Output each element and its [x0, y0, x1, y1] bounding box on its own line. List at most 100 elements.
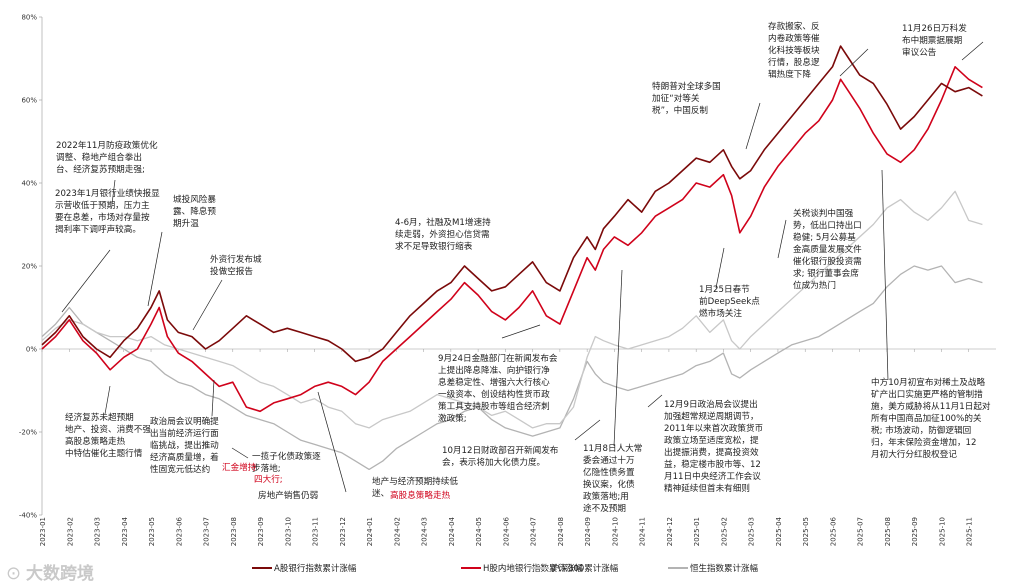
leader-line	[839, 48, 869, 77]
annotation-line: 示营收低于预期，压力主	[55, 199, 150, 211]
annotation-line: 税”，中国反制	[652, 104, 708, 116]
annotation-line: 亿隐性债务置	[583, 466, 635, 478]
x-tick-label: 2025-03	[748, 517, 756, 546]
annotation-line: 换议案，化债	[583, 478, 635, 490]
x-tick-label: 2025-10	[938, 517, 946, 546]
watermark-icon: ⊙	[6, 563, 21, 584]
x-tick-label: 2024-04	[448, 516, 456, 546]
annotation-line: 委会通过十万	[583, 454, 635, 466]
annotation-line: 地产、投资、消费不强	[65, 423, 151, 435]
leader-line	[961, 41, 984, 61]
annotation-line: 4-6月，社融及M1增速持	[395, 216, 491, 228]
annotation-line: 审议公告	[902, 46, 937, 58]
x-tick-label: 2025-09	[911, 517, 919, 546]
annotation-line: 中方10月初宣布对稀土及战略	[871, 376, 985, 388]
annotation-line: 12月9日政治局会议提出	[664, 398, 758, 410]
annotation-line: 矿产出口实施更严格的管制措	[871, 388, 983, 400]
annotation-line: 益，稳定楼市股市等、12	[664, 458, 761, 470]
x-tick-label: 2023-07	[203, 517, 211, 546]
annotation-line: 政治局会议明确提	[150, 415, 219, 427]
x-tick-label: 2024-03	[421, 517, 429, 546]
legend-item-2: 沪深300累计涨幅	[529, 563, 619, 574]
leader-line	[777, 219, 787, 259]
leader-line	[147, 231, 163, 307]
y-tick-label: -40%	[19, 512, 37, 520]
annotation-line: 迷、	[372, 487, 389, 499]
axes: 80% 60% 40% 20% 0% -20% -40%2023-01 2023-02 2023…	[19, 14, 996, 546]
annotation-line: 上提出降息降准、向护银行净	[438, 364, 550, 376]
annotation-line: 临挑战，提出推动	[150, 439, 219, 451]
annotation-line: 归，年末保险资金增加，12	[871, 436, 976, 448]
annotation-line: 9月24日金融部门在新闻发布会	[438, 352, 558, 364]
annotation-line: 房地产销售仍弱	[258, 489, 318, 501]
y-tick-label: 60%	[21, 97, 37, 105]
annotation-line: 燃市场关注	[699, 307, 742, 319]
x-tick-label: 2025-05	[802, 517, 810, 546]
x-tick-label: 2024-05	[475, 517, 483, 546]
leader-line	[317, 391, 347, 493]
leader-line	[104, 385, 111, 415]
annotation-line: 一级资本、创设结构性货币政	[438, 388, 550, 400]
y-tick-label: -20%	[19, 429, 37, 437]
leader-line	[745, 102, 761, 150]
annotation-line: 息差稳定性、增强六大行核心	[438, 376, 550, 388]
x-tick-label: 2024-12	[666, 517, 674, 546]
x-tick-label: 2024-10	[611, 517, 619, 546]
x-tick-label: 2023-10	[284, 517, 292, 546]
annotation-23: 中方10月初宣布对稀土及战略矿产出口实施更严格的管制措施，美方威胁将从11月1日…	[871, 376, 991, 460]
x-tick-label: 2025-06	[829, 516, 837, 546]
annotation-line: 内卷政策等催	[768, 32, 820, 44]
x-tick-label: 2025-08	[884, 517, 892, 546]
annotation-line: 要在息差，市场对存量按	[55, 211, 150, 223]
annotation-line: 金高质量发展文件	[793, 243, 862, 255]
leader-line	[613, 269, 623, 447]
annotation-line: 四大行;	[254, 473, 283, 485]
series-line-1	[41, 66, 983, 413]
legend-label: A股银行指数累计涨幅	[274, 563, 357, 574]
annotation-line: 出提振消费，提高投资效	[664, 446, 759, 458]
annotation-line: 10月12日财政部召开新闻发布	[442, 444, 559, 456]
x-tick-label: 2024-11	[639, 517, 647, 546]
annotation-line: 求; 银行董事会席	[793, 267, 859, 279]
watermark: ⊙ 大数跨境	[6, 563, 94, 584]
x-tick-label: 2023-02	[66, 517, 74, 546]
x-tick-label: 2023-03	[94, 517, 102, 546]
annotation-line: 台、经济复苏预期走强;	[56, 163, 145, 175]
annotation-8: 四大行;	[254, 473, 283, 485]
series-line-3	[41, 265, 983, 471]
annotation-line: 加强超常规逆周期调节，	[664, 410, 759, 422]
x-tick-label: 2024-01	[366, 517, 374, 546]
annotation-line: 步落地;	[252, 462, 281, 474]
legend: A股银行指数累计涨幅H股内地银行指数累计涨幅沪深300累计涨幅恒生指数累计涨幅	[252, 563, 759, 574]
x-tick-label: 2024-06	[502, 516, 510, 546]
x-tick-label: 2023-05	[148, 517, 156, 546]
annotation-line: 11月26日万科发	[902, 22, 967, 34]
x-tick-label: 2023-11	[312, 517, 320, 546]
legend-label: 沪深300累计涨幅	[551, 563, 619, 574]
annotation-line: 所有中国商品加征100%的关	[871, 412, 982, 424]
annotation-line: 1月25日春节	[699, 283, 750, 295]
annotation-line: 关税谈判中国强	[793, 207, 854, 219]
annotation-line: 续走弱，外资担心信贷需	[395, 228, 490, 240]
leader-line	[715, 247, 725, 289]
x-tick-label: 2025-11	[966, 517, 974, 546]
y-tick-label: 40%	[21, 180, 37, 188]
annotation-line: 存款搬家、反	[768, 20, 820, 32]
annotation-line: 性固宽元低达约	[150, 463, 210, 475]
annotation-line: 2022年11月防疫政策优化	[56, 139, 158, 151]
leader-line	[574, 419, 601, 441]
annotation-line: 2011年以来首次政策货币	[664, 422, 763, 434]
y-tick-label: 20%	[21, 263, 37, 271]
annotation-leader-lines	[61, 41, 984, 493]
legend-label: 恒生指数累计涨幅	[690, 563, 759, 574]
leader-line	[192, 279, 223, 331]
annotation-line: 激政策;	[438, 412, 467, 424]
annotation-10: 房地产销售仍弱	[258, 489, 318, 501]
